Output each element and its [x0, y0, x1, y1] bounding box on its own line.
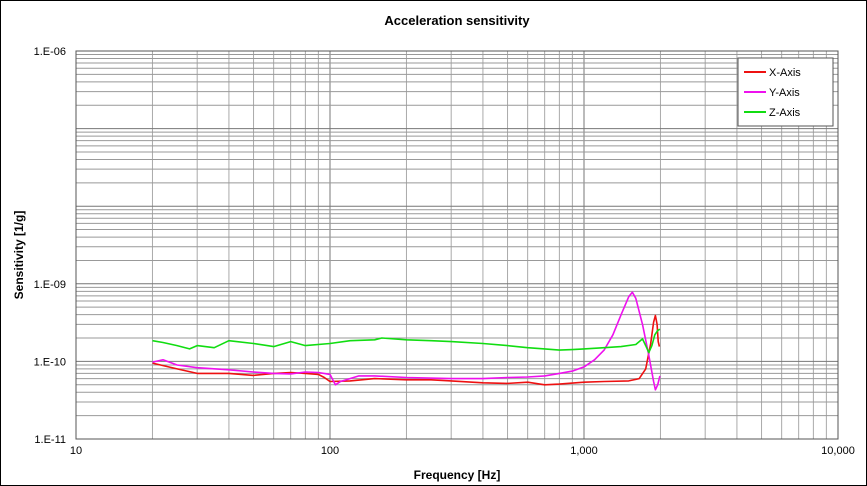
- legend-label: Y-Axis: [769, 87, 800, 99]
- grid-layer: [75, 51, 838, 440]
- series-line-y-axis: [152, 291, 661, 391]
- series-layer: [152, 291, 661, 391]
- x-tick-label: 10,000: [821, 445, 855, 457]
- x-tick-label: 10: [70, 445, 82, 457]
- y-axis-title: Sensitivity [1/g]: [12, 211, 26, 300]
- series-line-z-axis: [152, 328, 661, 354]
- x-tick-label: 1,000: [570, 445, 598, 457]
- plot-area-border: [75, 50, 839, 440]
- y-tick-label: 1.E-09: [34, 279, 66, 291]
- legend-label: X-Axis: [769, 67, 801, 79]
- y-tick-label: 1.E-06: [34, 46, 66, 58]
- y-tick-label: 1.E-10: [34, 356, 66, 368]
- tick-label-layer: 10 100 1,000 10,000 1.E-11 1.E-10 1.E-09 1.E-06: [34, 46, 855, 457]
- x-tick-label: 100: [321, 445, 339, 457]
- x-axis-title: Frequency [Hz]: [414, 468, 501, 482]
- y-tick-label: 1.E-11: [34, 434, 66, 446]
- legend-label: Z-Axis: [769, 107, 801, 119]
- chart-title: Acceleration sensitivity: [384, 13, 530, 28]
- legend: X-Axis Y-Axis Z-Axis: [737, 57, 834, 127]
